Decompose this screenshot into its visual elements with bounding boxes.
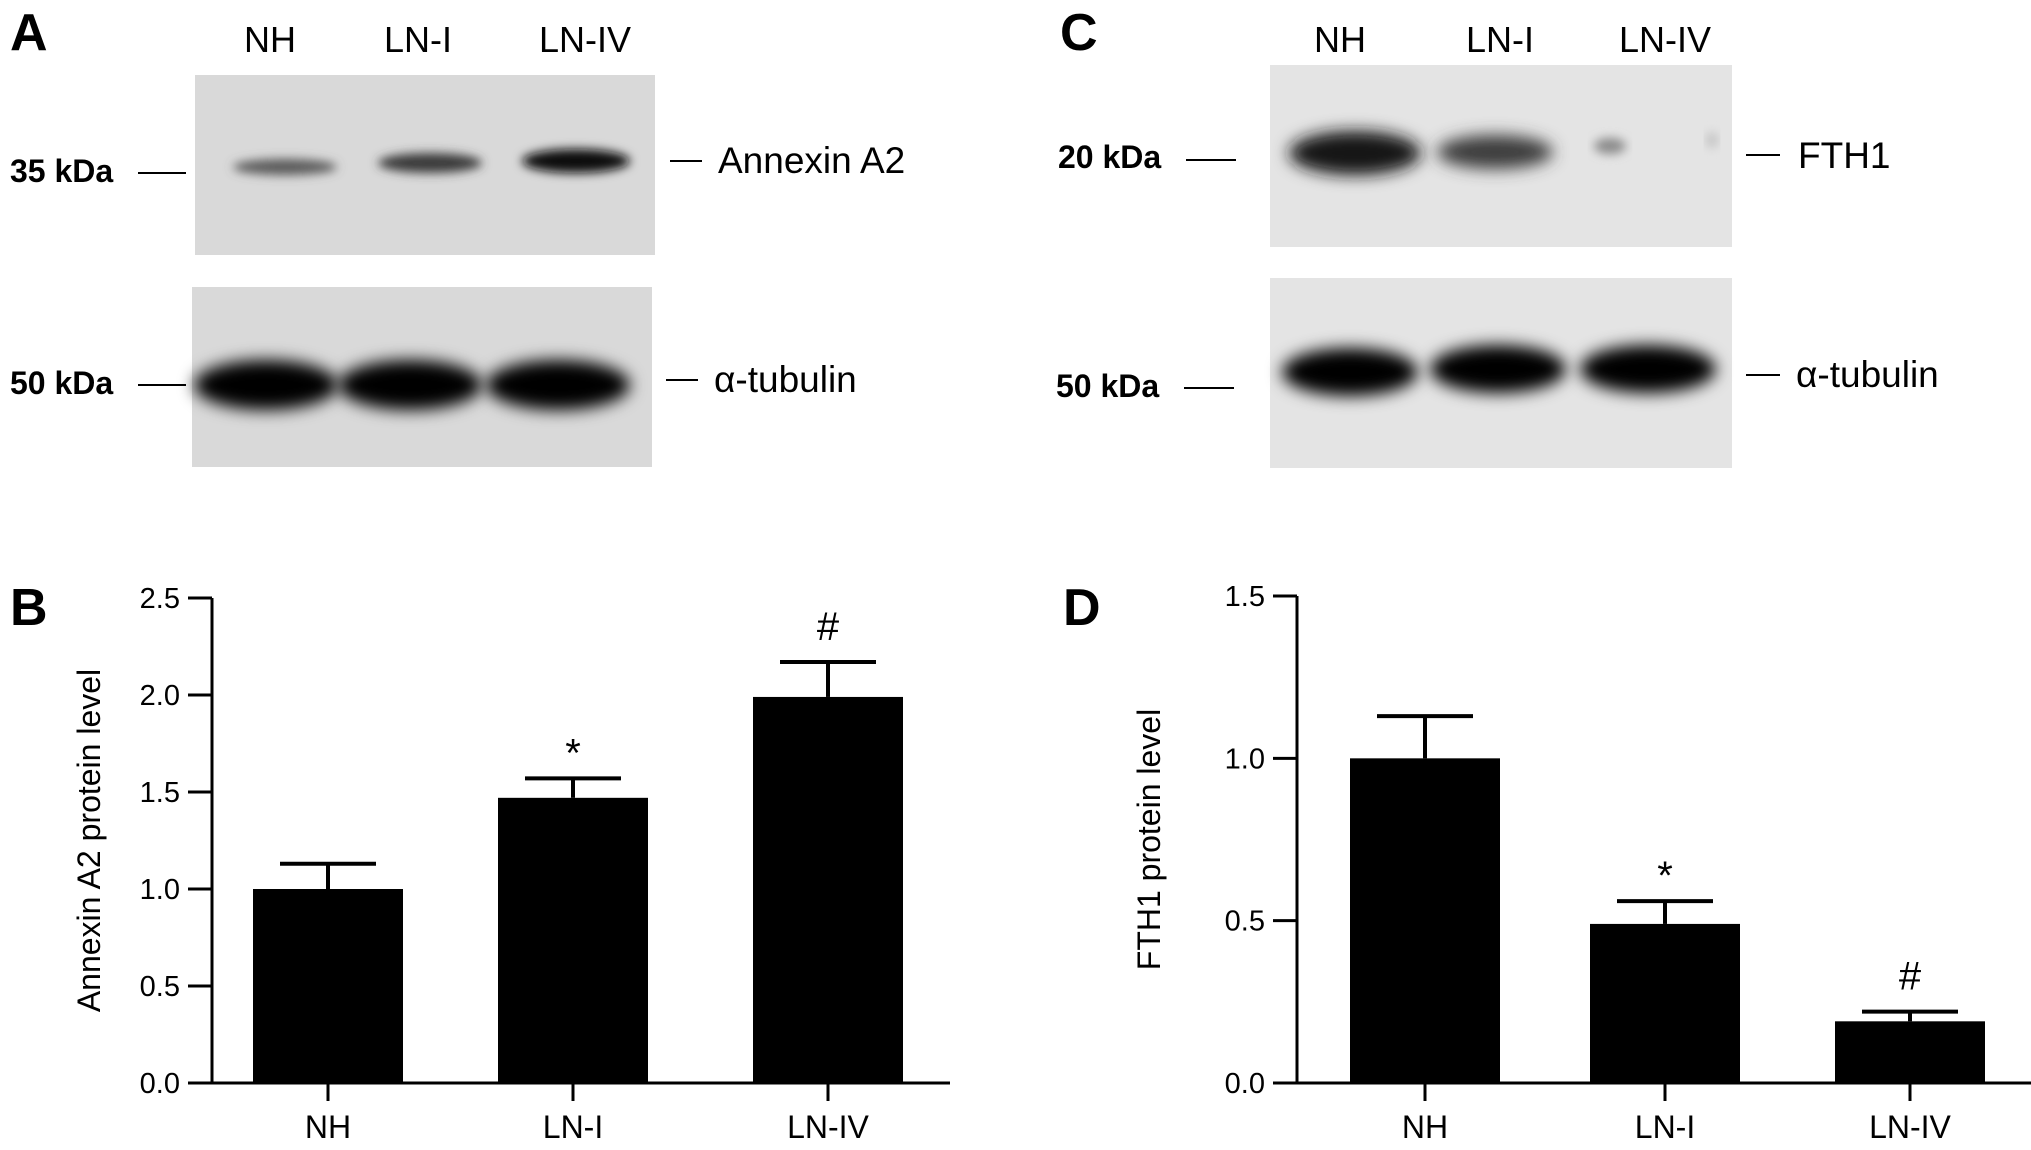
x-category-label-nh: NH xyxy=(305,1109,351,1145)
significance-asterisk: * xyxy=(1657,854,1673,898)
chart-annexin-a2: 0.0 0.5 1.0 1.5 2.0 2.5 Annexin A2 protein lev… xyxy=(71,583,950,1145)
x-category-label-ln-iv: LN-IV xyxy=(787,1109,869,1145)
bar-nh xyxy=(1350,758,1500,1083)
y-axis-title: FTH1 protein level xyxy=(1131,709,1167,970)
lane-label-ln-iv-c: LN-IV xyxy=(1619,19,1711,60)
band-tubulin-c-ln-i xyxy=(1430,345,1566,393)
y-tick-label: 0.5 xyxy=(140,971,180,1003)
x-category-label-ln-i: LN-I xyxy=(1635,1109,1695,1145)
marker-50kda-a: 50 kDa xyxy=(10,365,113,401)
band-annexin-nh xyxy=(233,159,337,175)
band-tubulin-a-ln-i xyxy=(338,360,482,410)
label-tubulin-c: α-tubulin xyxy=(1796,354,1939,395)
label-fth1: FTH1 xyxy=(1798,135,1891,176)
y-tick-label: 2.0 xyxy=(140,680,180,712)
band-fth1-ln-i xyxy=(1437,135,1553,169)
band-tubulin-c-ln-iv xyxy=(1580,345,1716,393)
band-tubulin-c-nh xyxy=(1282,348,1418,396)
marker-20kda: 20 kDa xyxy=(1058,139,1161,175)
bar-ln-iv xyxy=(1835,1021,1985,1083)
band-fth1-nh xyxy=(1289,131,1421,175)
y-tick-label: 0.0 xyxy=(1225,1068,1265,1100)
lane-label-nh-c: NH xyxy=(1314,19,1366,60)
y-axis-title: Annexin A2 protein level xyxy=(71,669,107,1012)
panel-letter-b: B xyxy=(10,579,48,637)
panel-letter-a: A xyxy=(10,4,48,62)
lane-label-ln-i-c: LN-I xyxy=(1466,19,1534,60)
panel-a-blot: A NH LN-I LN-IV 35 kDa Annexin A2 50 kDa… xyxy=(10,4,905,467)
x-category-label-nh: NH xyxy=(1402,1109,1448,1145)
marker-35kda: 35 kDa xyxy=(10,153,113,189)
panel-letter-c: C xyxy=(1060,4,1098,62)
panel-c-blot: C NH LN-I LN-IV 20 kDa FTH1 50 kDa α-tub… xyxy=(1056,4,1939,468)
bands-fth1 xyxy=(1289,131,1718,175)
bar-nh xyxy=(253,889,403,1083)
significance-hash: # xyxy=(1899,955,1922,999)
significance-asterisk: * xyxy=(565,731,581,775)
x-category-label-ln-i: LN-I xyxy=(543,1109,603,1145)
bar-ln-i xyxy=(498,797,648,1083)
band-annexin-ln-i xyxy=(378,153,482,173)
chart-fth1: 0.0 0.5 1.0 1.5 FTH1 protein level NH LN-I * LN-… xyxy=(1131,581,2031,1145)
y-tick-label: 1.5 xyxy=(140,777,180,809)
bar-ln-iv xyxy=(753,696,903,1083)
significance-hash: # xyxy=(817,605,840,649)
x-category-label-ln-iv: LN-IV xyxy=(1869,1109,1951,1145)
bands-annexin-a2 xyxy=(233,149,630,175)
bands-tubulin-a xyxy=(194,360,630,410)
band-tubulin-a-nh xyxy=(194,360,338,410)
band-fth1-ln-iv xyxy=(1594,138,1626,154)
bar-ln-i xyxy=(1590,923,1740,1083)
label-tubulin-a: α-tubulin xyxy=(714,359,857,400)
label-annexin-a2: Annexin A2 xyxy=(718,140,905,181)
band-tubulin-a-ln-iv xyxy=(486,360,630,410)
y-tick-label: 1.0 xyxy=(140,874,180,906)
marker-50kda-c: 50 kDa xyxy=(1056,368,1159,404)
lane-label-ln-i-a: LN-I xyxy=(384,19,452,60)
bands-tubulin-c xyxy=(1282,345,1716,396)
y-tick-label: 0.0 xyxy=(140,1068,180,1100)
y-tick-label: 2.5 xyxy=(140,583,180,615)
band-fth1-ln-iv-faint xyxy=(1706,132,1718,148)
y-tick-label: 1.5 xyxy=(1225,581,1265,613)
y-tick-label: 0.5 xyxy=(1225,906,1265,938)
lane-label-ln-iv-a: LN-IV xyxy=(539,19,631,60)
band-annexin-ln-iv xyxy=(522,149,630,173)
panel-letter-d: D xyxy=(1063,579,1101,637)
lane-label-nh-a: NH xyxy=(244,19,296,60)
y-tick-label: 1.0 xyxy=(1225,743,1265,775)
